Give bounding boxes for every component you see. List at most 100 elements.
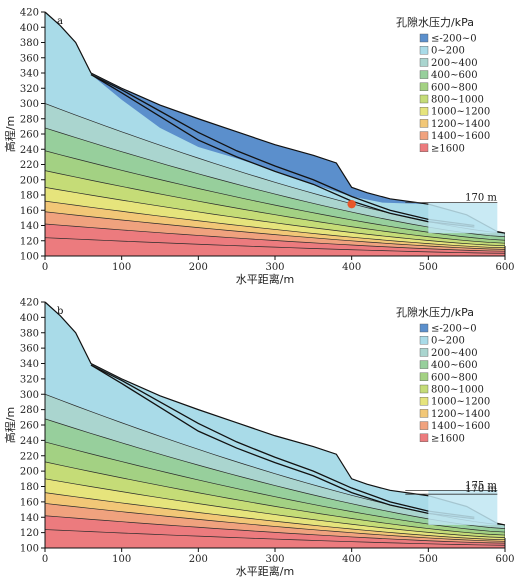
y-tick-label: 100 xyxy=(20,544,39,555)
pressure-band xyxy=(45,529,505,548)
legend-swatch xyxy=(419,70,429,79)
y-tick-label: 340 xyxy=(20,359,39,370)
legend-item: 400~600 xyxy=(431,360,478,371)
legend-item: 1000~1200 xyxy=(431,107,490,118)
y-axis-label: 高程/m xyxy=(3,116,17,152)
legend-swatch xyxy=(419,360,429,369)
reservoir-water xyxy=(428,202,498,234)
legend-swatch xyxy=(419,421,429,430)
y-tick-label: 200 xyxy=(20,175,39,186)
y-tick-label: 400 xyxy=(20,23,39,34)
x-tick-label: 100 xyxy=(112,554,131,565)
y-tick-label: 220 xyxy=(20,451,39,462)
slip-surface xyxy=(90,73,475,228)
legend-item: 1400~1600 xyxy=(431,421,490,432)
y-tick-label: 140 xyxy=(20,513,39,524)
legend-swatch xyxy=(419,336,429,345)
legend-swatch xyxy=(419,372,429,381)
legend-swatch xyxy=(419,143,429,153)
y-tick-label: 240 xyxy=(20,145,39,156)
y-tick-label: 320 xyxy=(20,84,39,95)
y-tick-label: 280 xyxy=(20,405,39,416)
y-tick-label: 380 xyxy=(20,38,39,49)
y-tick-label: 100 xyxy=(20,252,39,263)
x-tick-label: 400 xyxy=(342,554,361,565)
legend-title: 孔隙水压力/kPa xyxy=(396,15,474,29)
panel-label: a xyxy=(57,16,63,27)
legend-item: 1200~1400 xyxy=(431,119,490,130)
x-tick-label: 400 xyxy=(342,262,361,273)
legend-swatch xyxy=(419,58,429,67)
legend-item: ≤-200~0 xyxy=(431,324,477,335)
legend-swatch xyxy=(419,397,429,406)
slip-surface xyxy=(90,73,475,227)
y-tick-label: 180 xyxy=(20,191,39,202)
y-tick-label: 220 xyxy=(20,160,39,171)
y-tick-label: 420 xyxy=(20,298,39,309)
x-tick-label: 0 xyxy=(42,554,48,565)
y-tick-label: 280 xyxy=(20,114,39,125)
legend-item: ≥1600 xyxy=(431,433,465,444)
water-level-label: 175 m xyxy=(465,480,497,491)
slip-surface xyxy=(90,364,475,518)
y-tick-label: 120 xyxy=(20,236,39,247)
legend-swatch xyxy=(419,106,429,116)
legend-item: ≤-200~0 xyxy=(431,34,477,45)
y-tick-label: 360 xyxy=(20,344,39,355)
y-tick-label: 240 xyxy=(20,436,39,447)
legend-swatch xyxy=(419,131,429,140)
legend-item: 1400~1600 xyxy=(431,131,490,142)
legend-item: 800~1000 xyxy=(431,95,484,106)
x-tick-label: 200 xyxy=(189,554,208,565)
monitoring-point xyxy=(347,199,356,209)
legend-swatch xyxy=(419,323,429,333)
legend-item: 200~400 xyxy=(431,58,478,69)
legend-title: 孔隙水压力/kPa xyxy=(396,305,474,319)
x-tick-label: 200 xyxy=(189,262,208,273)
legend-item: 200~400 xyxy=(431,348,478,359)
legend-swatch xyxy=(419,384,429,394)
y-tick-label: 160 xyxy=(20,497,39,508)
y-tick-label: 400 xyxy=(20,313,39,324)
pressure-band xyxy=(45,237,505,256)
legend-swatch xyxy=(419,348,429,357)
x-tick-label: 600 xyxy=(495,262,514,273)
legend-item: 1000~1200 xyxy=(431,397,490,408)
panel-label: b xyxy=(57,306,63,317)
legend-item: ≥1600 xyxy=(431,143,465,154)
y-tick-label: 300 xyxy=(20,99,39,110)
y-tick-label: 160 xyxy=(20,206,39,217)
legend-swatch xyxy=(419,94,429,104)
legend-swatch xyxy=(419,82,429,92)
x-axis-label: 水平距离/m xyxy=(236,564,294,578)
y-tick-label: 320 xyxy=(20,374,39,385)
reservoir-water xyxy=(428,490,498,525)
legend-swatch xyxy=(419,433,429,442)
y-tick-label: 260 xyxy=(20,130,39,141)
y-tick-label: 340 xyxy=(20,69,39,80)
y-tick-label: 120 xyxy=(20,528,39,539)
y-tick-label: 140 xyxy=(20,221,39,232)
water-level-label: 170 m xyxy=(465,193,497,204)
water-level-label: 170 m xyxy=(465,484,497,495)
y-tick-label: 200 xyxy=(20,467,39,478)
legend-item: 600~800 xyxy=(431,372,478,383)
y-tick-label: 180 xyxy=(20,482,39,493)
x-tick-label: 300 xyxy=(265,262,284,273)
y-tick-label: 360 xyxy=(20,53,39,64)
legend-item: 800~1000 xyxy=(431,385,484,396)
legend-item: 0~200 xyxy=(431,336,465,347)
x-axis-label: 水平距离/m xyxy=(236,272,294,286)
x-tick-label: 500 xyxy=(419,554,438,565)
legend-item: 1200~1400 xyxy=(431,409,490,420)
legend-swatch xyxy=(419,33,429,43)
slip-surface xyxy=(90,364,475,520)
x-tick-label: 300 xyxy=(265,554,284,565)
legend-swatch xyxy=(419,409,429,418)
y-tick-label: 300 xyxy=(20,390,39,401)
legend-swatch xyxy=(419,119,429,128)
panel-a: 170 m0 100 200 300 400 500 6001001201401601802… xyxy=(3,8,515,287)
x-tick-label: 600 xyxy=(495,554,514,565)
